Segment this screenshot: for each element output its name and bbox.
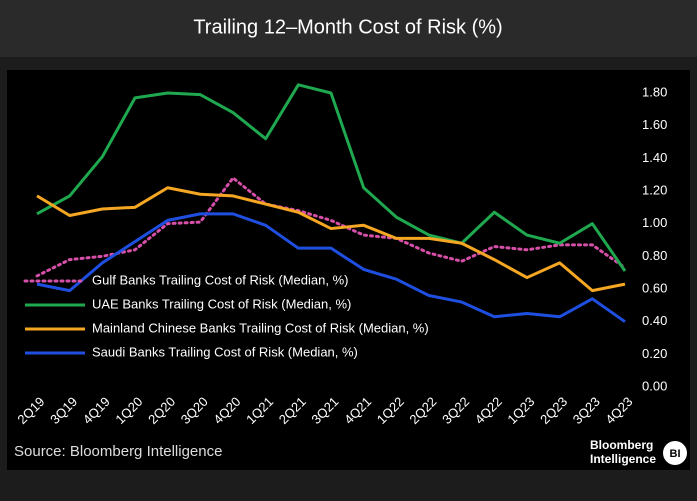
series-line [36,186,626,293]
logo-circle [663,441,687,465]
y-tick-label: 0.20 [642,346,667,361]
series-line [36,83,627,272]
title-bar [0,0,697,57]
y-tick-label: 0.80 [642,248,667,263]
legend-label: UAE Banks Trailing Cost of Risk (Median,… [92,296,351,311]
logo-text: Bloomberg [590,438,653,452]
y-tick-label: 1.20 [642,182,667,197]
chart-title: Trailing 12–Month Cost of Risk (%) [193,16,502,38]
y-tick-label: 0.40 [642,313,667,328]
logo-mark: BI [670,448,681,460]
y-tick-label: 1.60 [642,117,667,132]
legend-label: Gulf Banks Trailing Cost of Risk (Median… [92,272,348,287]
legend-label: Saudi Banks Trailing Cost of Risk (Media… [92,344,358,359]
logo-text: Intelligence [590,452,656,466]
y-tick-label: 1.80 [642,84,667,99]
y-tick-label: 0.60 [642,280,667,295]
series-line [36,212,626,323]
plot-panel [7,70,690,470]
legend-label: Mainland Chinese Banks Trailing Cost of … [92,320,429,335]
y-tick-label: 0.00 [642,378,667,393]
source: Source: Bloomberg Intelligence [14,443,222,460]
y-tick-label: 1.00 [642,215,667,230]
y-tick-label: 1.40 [642,150,667,165]
series-line [35,176,627,278]
